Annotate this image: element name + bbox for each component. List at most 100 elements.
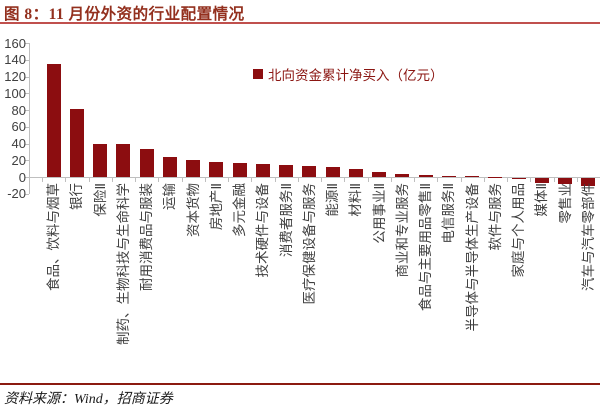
y-tick-label: 100 (4, 85, 26, 101)
chart-legend: 北向资金累计净买入（亿元） (253, 64, 444, 84)
x-axis-tick (553, 178, 555, 182)
x-category-label: 软件与服务 (487, 183, 503, 251)
bar (93, 143, 108, 177)
x-axis-tick (204, 178, 206, 182)
bar (69, 109, 84, 177)
bar (395, 173, 410, 177)
x-axis-tick (274, 178, 276, 182)
y-tick-label: 140 (4, 52, 26, 68)
y-axis-tick (25, 143, 29, 145)
x-axis-line (29, 177, 600, 178)
x-category-label: 房地产Ⅱ (208, 183, 224, 231)
y-tick-label: 0 (18, 169, 26, 185)
bar (488, 176, 503, 178)
bar (279, 165, 294, 177)
x-category-label: 银行 (69, 183, 85, 210)
y-tick-label: 80 (11, 102, 26, 118)
x-category-label: 耐用消费品与服装 (139, 183, 155, 291)
x-category-label: 电信服务Ⅱ (441, 183, 457, 244)
bar (325, 166, 340, 177)
bar (46, 63, 61, 177)
x-axis-tick (135, 178, 136, 182)
y-axis-tick (25, 59, 29, 61)
x-category-label: 半导体与半导体生产设备 (464, 183, 480, 332)
y-axis-tick (25, 93, 29, 95)
x-axis-tick (42, 178, 43, 182)
chart-title: 图 8：11 月份外资的行业配置情况 (4, 6, 245, 23)
x-axis-tick (460, 178, 462, 182)
x-category-label: 能源Ⅱ (325, 183, 341, 217)
bar (418, 174, 433, 177)
y-axis-tick (25, 193, 29, 195)
bar (139, 149, 154, 177)
title-divider-line (0, 22, 600, 24)
x-axis-tick (576, 178, 578, 182)
x-category-label: 食品与主要用品零售Ⅱ (418, 183, 434, 312)
bar (581, 178, 596, 186)
bar (534, 178, 549, 184)
x-axis-tick (344, 178, 346, 182)
bar (465, 176, 480, 178)
x-axis-tick (181, 178, 183, 182)
bar (372, 171, 387, 177)
x-category-label: 消费者服务Ⅱ (278, 183, 294, 258)
x-category-label: 资本货物 (185, 183, 201, 237)
x-axis-tick (367, 178, 369, 182)
x-category-label: 保险Ⅱ (92, 183, 108, 217)
bar (255, 164, 270, 177)
y-axis-tick (25, 160, 29, 162)
x-category-label: 家庭与个人用品 (511, 183, 527, 278)
x-axis-tick (297, 178, 299, 182)
x-category-label: 食品、饮料与烟草 (46, 183, 62, 291)
bar (162, 156, 177, 177)
y-axis-line (29, 43, 30, 194)
y-tick-label: 120 (4, 69, 26, 84)
x-axis-tick (111, 178, 113, 182)
y-tick-label: 160 (4, 35, 26, 51)
x-category-label: 公用事业Ⅱ (371, 183, 387, 244)
y-axis-tick (25, 177, 29, 178)
y-tick-label: 20 (11, 152, 26, 168)
x-category-label: 多元金融 (232, 183, 248, 237)
y-tick-label: -20 (7, 186, 26, 202)
y-axis-tick (25, 43, 29, 44)
footer-divider-line (0, 383, 600, 385)
x-axis-tick (483, 178, 485, 182)
x-category-label: 医疗保健设备与服务 (301, 183, 317, 305)
x-category-label: 零售业 (557, 183, 573, 224)
legend-swatch-icon (253, 69, 263, 79)
x-axis-tick (251, 178, 253, 182)
x-axis-tick (321, 178, 322, 182)
x-axis-tick (158, 178, 160, 182)
bar (348, 169, 363, 177)
x-axis-tick (414, 178, 415, 182)
y-axis-tick (25, 76, 29, 78)
bar (116, 144, 131, 177)
bar (558, 178, 573, 184)
x-category-label: 媒体Ⅱ (534, 183, 550, 217)
bar (302, 166, 317, 177)
x-axis-tick (228, 178, 229, 182)
x-category-label: 技术硬件与设备 (255, 183, 271, 278)
x-category-label: 材料Ⅱ (348, 183, 364, 217)
bar (186, 160, 201, 177)
x-axis-tick (437, 178, 439, 182)
y-axis-tick (25, 126, 29, 128)
legend-label: 北向资金累计净买入（亿元） (268, 68, 444, 83)
y-tick-label: 60 (11, 119, 26, 135)
y-tick-label: 40 (11, 136, 26, 151)
x-category-label: 制药、生物科技与生命科学 (115, 183, 131, 345)
x-axis-tick (530, 178, 532, 182)
bar (441, 175, 456, 177)
y-axis-tick (25, 110, 29, 111)
bar (232, 162, 247, 177)
bar (209, 161, 224, 177)
x-category-label: 汽车与汽车零部件 (580, 183, 596, 291)
x-category-label: 运输 (162, 183, 178, 210)
x-category-label: 商业和专业服务 (394, 183, 410, 278)
x-axis-tick (507, 178, 508, 182)
x-axis-tick (88, 178, 90, 182)
source-note: 资料来源：Wind，招商证券 (4, 392, 173, 407)
x-axis-tick (390, 178, 392, 182)
